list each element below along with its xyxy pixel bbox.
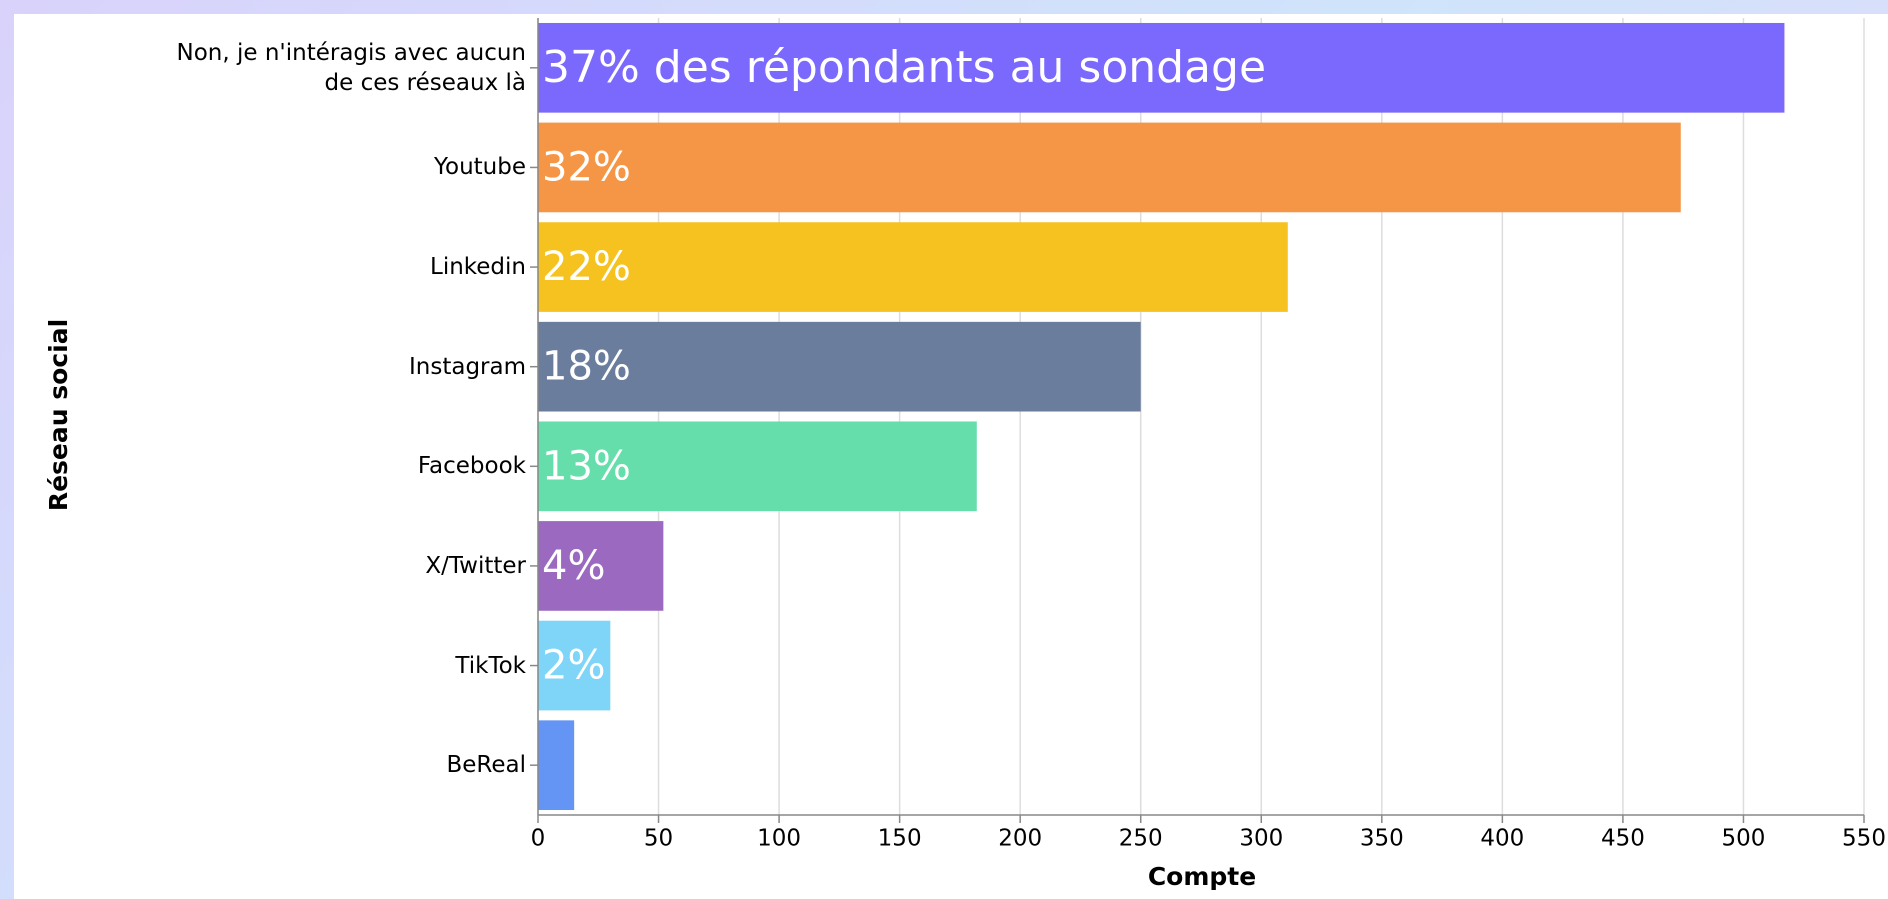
bar-annotation: 13% [542, 443, 631, 489]
bar [538, 421, 977, 512]
bar-annotation: 2% [542, 643, 605, 689]
bar [538, 222, 1288, 312]
y-tick-label: X/Twitter [425, 552, 526, 579]
x-tick-label: 0 [531, 826, 546, 852]
bar-annotation: 4% [542, 543, 605, 589]
x-tick-label: 350 [1360, 826, 1404, 852]
y-tick-label: Linkedin [430, 254, 526, 281]
y-tick-label: Facebook [417, 453, 526, 480]
bar-annotation: 37% des répondants au sondage [542, 42, 1266, 93]
bar [538, 22, 1785, 113]
bar [538, 521, 664, 611]
x-tick-label: 300 [1239, 826, 1283, 852]
y-tick-label: Youtube [434, 154, 526, 181]
x-axis-title: Compte [1148, 862, 1256, 891]
bar-annotation: 18% [542, 344, 631, 390]
x-tick-label: 500 [1722, 826, 1766, 852]
bar-annotation: 22% [542, 244, 631, 290]
y-axis-title: Réseau social [44, 319, 73, 511]
x-tick-label: 550 [1842, 826, 1886, 852]
y-tick-label: BeReal [446, 752, 526, 779]
x-tick-label: 50 [644, 826, 673, 852]
y-tick-label: TikTok [455, 652, 526, 679]
x-tick-label: 250 [1119, 826, 1163, 852]
bar [538, 321, 1141, 412]
x-tick-label: 100 [757, 826, 801, 852]
y-tick-label: Non, je n'intéragis avec aucun de ces ré… [176, 39, 526, 96]
x-tick-label: 400 [1480, 826, 1524, 852]
bar [538, 620, 611, 711]
x-tick-label: 150 [878, 826, 922, 852]
bar [538, 720, 575, 811]
bar-annotation: 32% [542, 144, 631, 190]
y-tick-label: Instagram [408, 353, 526, 380]
x-tick-label: 200 [998, 826, 1042, 852]
x-tick-label: 450 [1601, 826, 1645, 852]
bar [538, 122, 1681, 213]
